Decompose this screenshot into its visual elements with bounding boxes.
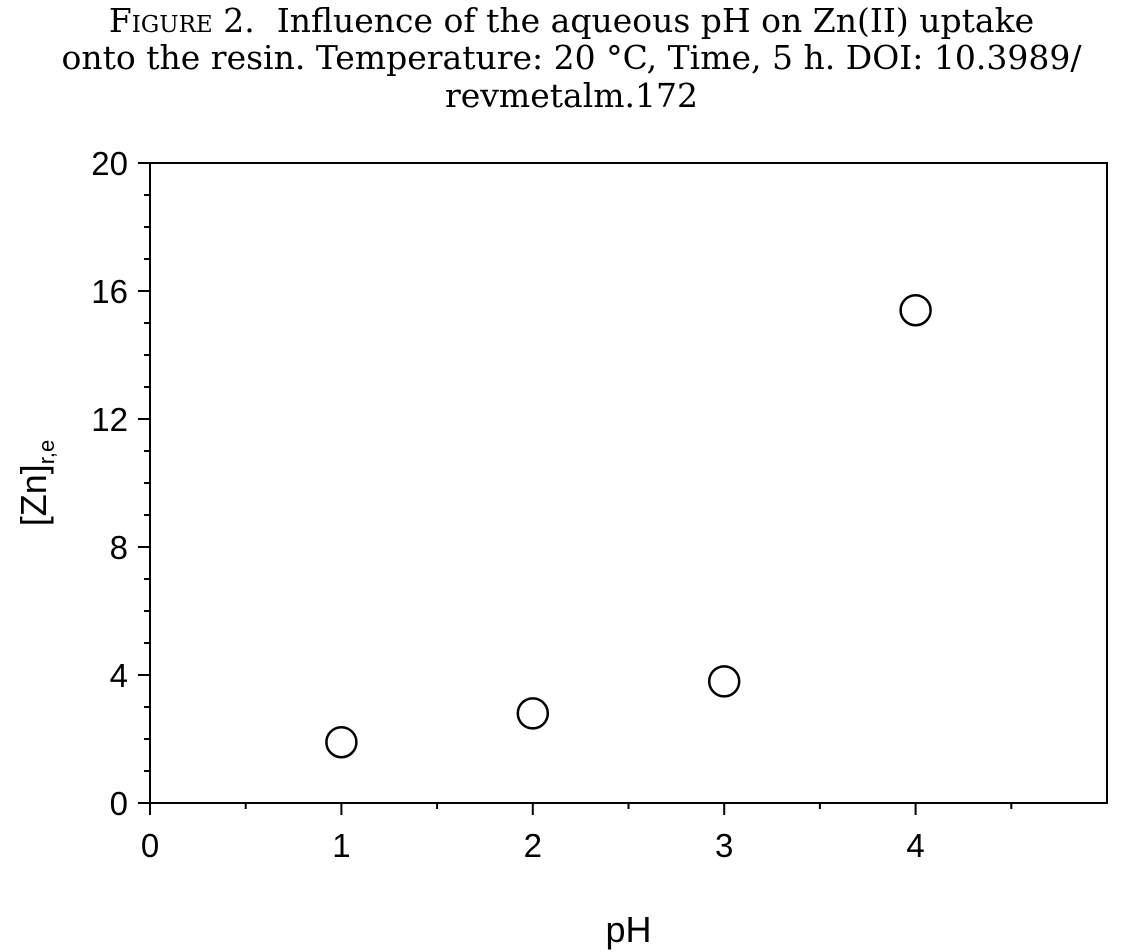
y-tick-label: 12 [91, 401, 128, 438]
caption-line-1: Figure 2. Influence of the aqueous pH on … [0, 2, 1143, 39]
x-axis-label: pH [605, 909, 651, 950]
x-axis: 0 1 2 3 4 [141, 803, 1013, 864]
x-tick-label: 4 [906, 827, 924, 864]
figure-label: Figure 2. [108, 1, 255, 40]
x-tick-label: 0 [141, 827, 159, 864]
y-axis-label-main: [Zn] [13, 464, 54, 526]
data-point [516, 697, 550, 730]
plot-frame [149, 162, 1108, 804]
y-tick-label: 8 [110, 529, 128, 566]
y-tick-label: 4 [110, 657, 128, 694]
y-tick-label: 0 [110, 785, 128, 822]
y-axis: 0 4 8 12 16 20 [91, 145, 150, 822]
y-axis-label-subscript: r,e [34, 440, 59, 464]
x-tick-label: 1 [332, 827, 350, 864]
caption-line-2: onto the resin. Temperature: 20 °C, Time… [61, 38, 1082, 78]
y-tick-label: 16 [91, 273, 128, 310]
figure-caption: Figure 2. Influence of the aqueous pH on … [0, 0, 1143, 114]
x-tick-label: 3 [715, 827, 733, 864]
data-point [325, 725, 358, 759]
caption-text-1: Influence of the aqueous pH on Zn(II) up… [276, 1, 1035, 40]
data-point [707, 665, 741, 698]
caption-line-3: revmetalm.172 [444, 75, 699, 115]
x-tick-label: 2 [524, 827, 542, 864]
data-point [899, 293, 932, 327]
y-tick-label: 20 [91, 145, 128, 182]
data-points [325, 293, 932, 759]
y-axis-label: [Zn]r,e [13, 440, 59, 526]
